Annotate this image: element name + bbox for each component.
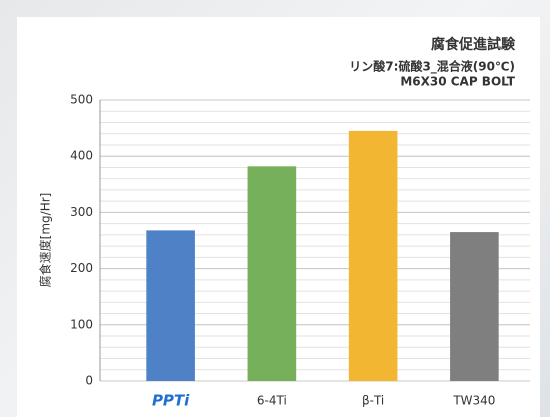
y-tick-label: 100 <box>70 317 93 331</box>
x-tick-label: 6-4Ti <box>257 394 287 408</box>
x-tick-label: β-Ti <box>362 394 384 408</box>
y-tick-label: 0 <box>85 374 93 388</box>
chart-subtitle: M6X30 CAP BOLT <box>400 75 515 89</box>
bar <box>348 130 398 381</box>
bar <box>247 166 297 381</box>
x-tick-label: TW340 <box>452 394 495 408</box>
chart-title: 腐食促進試験 <box>431 36 516 53</box>
chart-subtitle: リン酸7:硫酸3_混合液(90℃) <box>349 59 515 75</box>
y-tick-label: 300 <box>70 205 93 219</box>
y-axis-label: 腐食速度[mg/Hr] <box>38 193 53 288</box>
bar <box>450 232 499 381</box>
y-tick-label: 500 <box>70 93 93 107</box>
y-tick-label: 200 <box>70 261 93 275</box>
x-tick-label: PPTi <box>152 392 190 410</box>
y-tick-label: 400 <box>70 149 93 163</box>
bar <box>146 230 195 381</box>
